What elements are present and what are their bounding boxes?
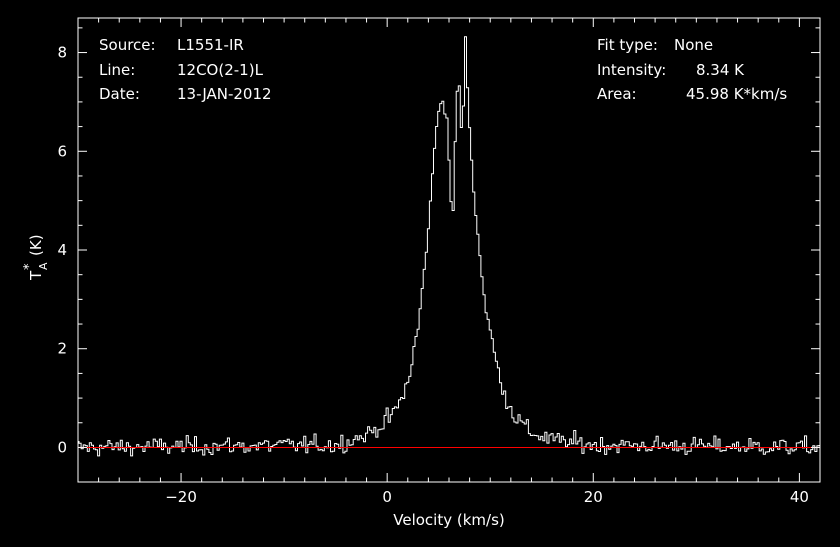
date-value: 13-JAN-2012 <box>177 85 272 103</box>
area-value: 45.98 K*km/s <box>686 85 787 103</box>
y-axis-label-main: T <box>27 270 45 281</box>
y-tick-label: 6 <box>57 142 67 160</box>
intensity-label: Intensity: <box>597 61 666 79</box>
fit-type-label: Fit type: <box>597 36 658 54</box>
y-tick-label: 4 <box>57 241 67 259</box>
source-label: Source: <box>99 36 156 54</box>
x-tick-label: 40 <box>790 488 809 506</box>
area-label: Area: <box>597 85 637 103</box>
x-tick-label: 0 <box>382 488 392 506</box>
y-tick-label: 0 <box>57 438 67 456</box>
x-tick-label: 20 <box>584 488 603 506</box>
fit-type-value: None <box>674 36 713 54</box>
y-axis-label-unit: (K) <box>27 234 45 256</box>
date-label: Date: <box>99 85 140 103</box>
intensity-value: 8.34 K <box>696 61 745 79</box>
y-axis-label-sub: A <box>37 262 50 270</box>
y-tick-label: 2 <box>57 340 67 358</box>
y-tick-label: 8 <box>57 44 67 62</box>
line-label: Line: <box>99 61 135 79</box>
ticks: −20 0 20 40 0 2 4 6 8 <box>57 18 821 506</box>
plot-area <box>78 36 820 457</box>
line-value: 12CO(2-1)L <box>177 61 264 79</box>
header-left: Source: L1551-IR Line: 12CO(2-1)L Date: … <box>99 36 272 103</box>
x-axis-label: Velocity (km/s) <box>393 511 504 529</box>
x-tick-label: −20 <box>165 488 197 506</box>
y-axis-label: T A * (K) <box>22 234 50 281</box>
source-value: L1551-IR <box>177 36 244 54</box>
header-right: Fit type: None Intensity: 8.34 K Area: 4… <box>597 36 787 103</box>
y-axis-label-sup: * <box>22 263 37 270</box>
